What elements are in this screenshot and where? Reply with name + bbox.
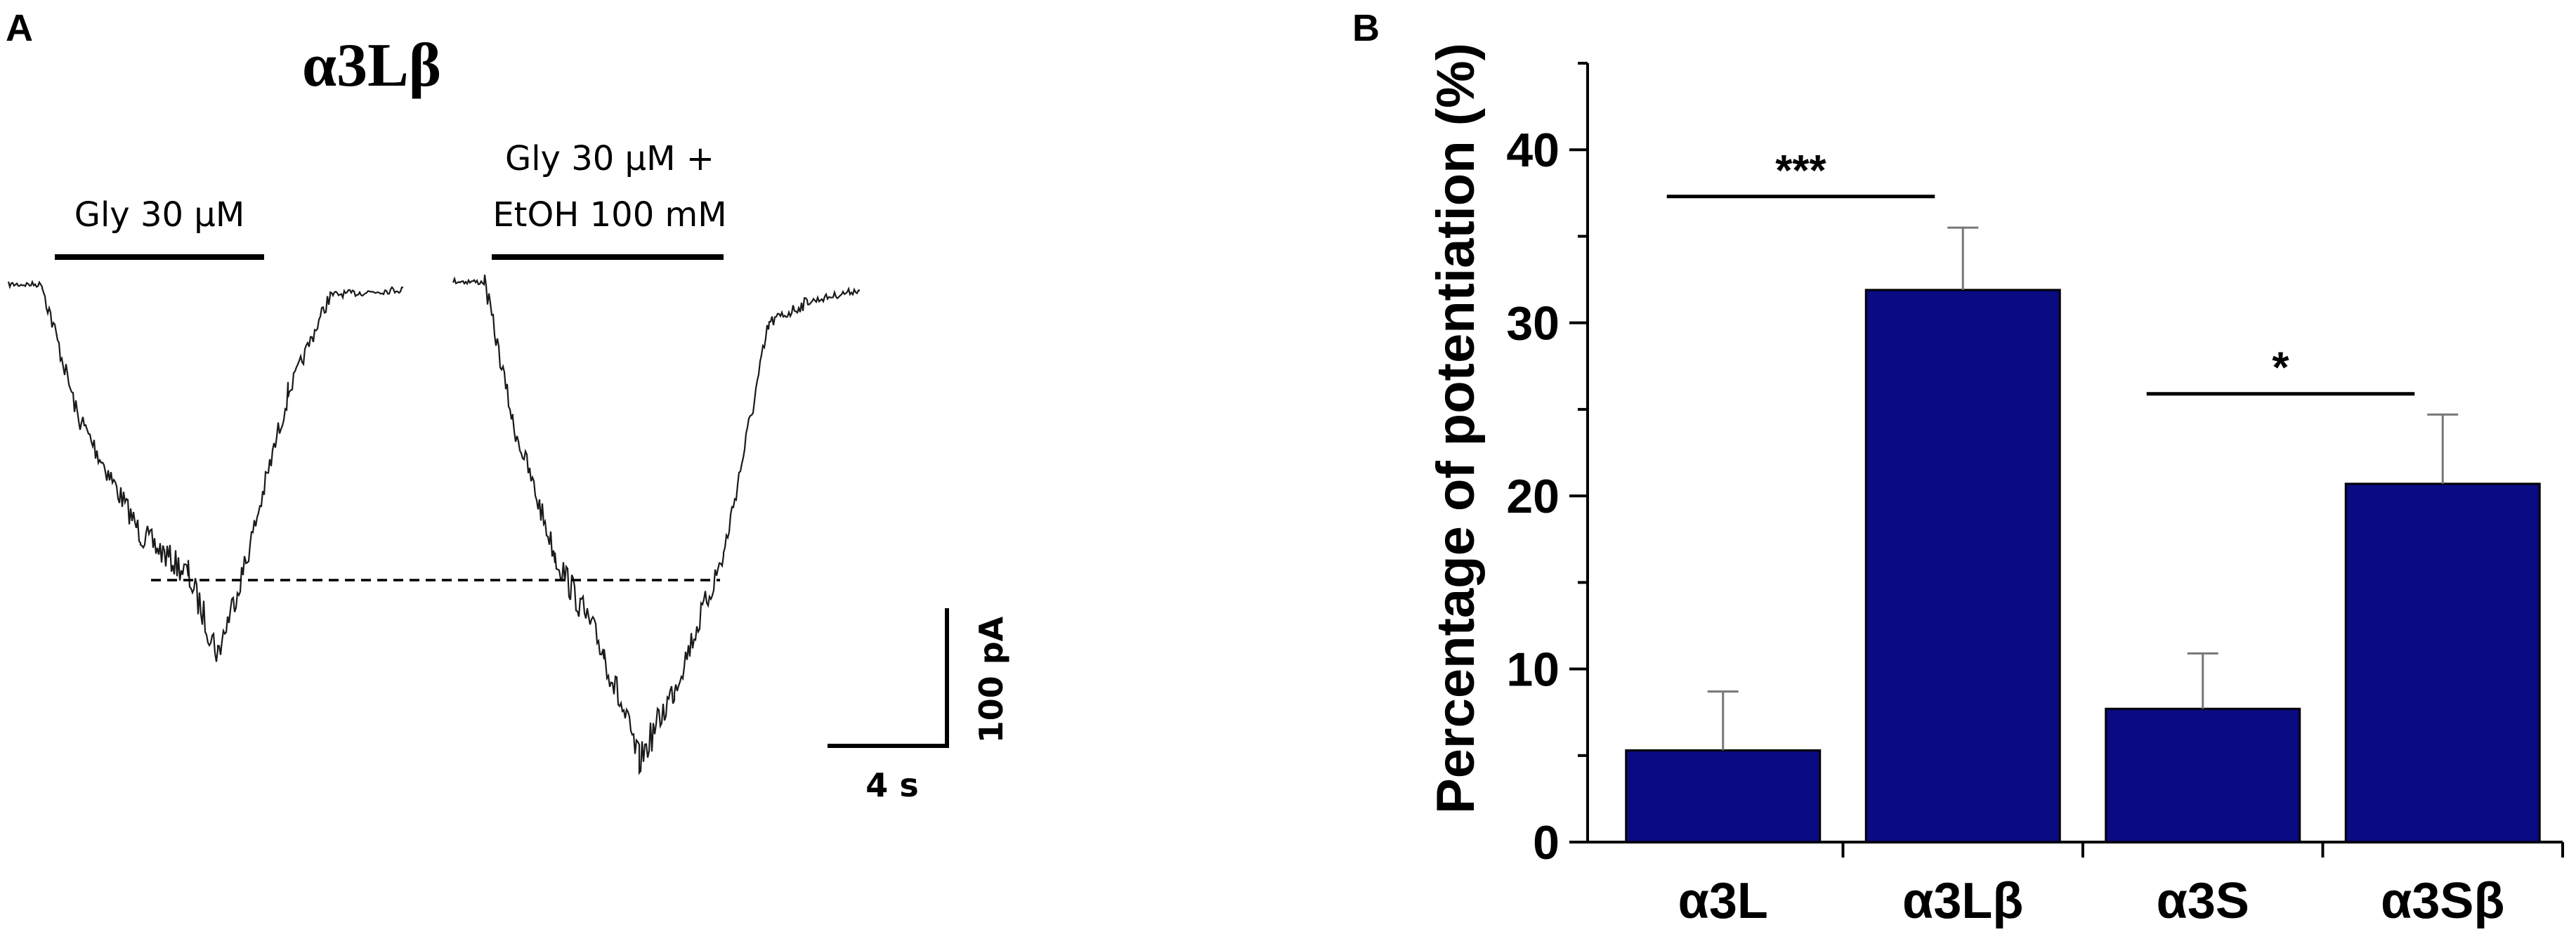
- scale-bar-time-label: 4 s: [865, 766, 918, 804]
- gly-etoh-label-line1: Gly 30 μM +: [505, 139, 714, 178]
- bar-α3S: [2105, 707, 2301, 843]
- significance-label: ***: [1775, 147, 1826, 195]
- y-axis-title: Percentage of potentiation (%): [1426, 43, 1486, 814]
- scale-bar: 100 pA 4 s: [828, 608, 1010, 804]
- bar-α3L: [1625, 749, 1822, 843]
- scale-bar-current-label: 100 pA: [972, 616, 1010, 743]
- gly-current-trace: [7, 280, 404, 662]
- panel-a-label: A: [6, 7, 33, 49]
- y-tick-label: 20: [1506, 470, 1560, 523]
- x-tick-label: α3S: [2157, 873, 2249, 929]
- y-tick-label: 0: [1533, 816, 1560, 869]
- gly-etoh-label-line2: EtOH 100 mM: [492, 195, 726, 235]
- gly-label: Gly 30 μM: [74, 195, 244, 235]
- panel-a-title: α3Lβ: [302, 32, 441, 100]
- gly-etoh-current-trace: [452, 275, 861, 775]
- bar-α3Sβ: [2344, 482, 2541, 843]
- panel-b-label: B: [1352, 7, 1380, 49]
- x-tick-label: α3L: [1678, 873, 1768, 929]
- panel-b: B Percentage of potentiation (%) 0 10 20 30…: [1352, 7, 2564, 929]
- significance-label: *: [2272, 344, 2289, 393]
- y-tick-label: 30: [1506, 297, 1560, 350]
- x-tick-label: α3Lβ: [1902, 873, 2023, 929]
- x-tick-label: α3Sβ: [2381, 873, 2504, 929]
- y-tick-label: 10: [1506, 643, 1560, 697]
- bar-α3Lβ: [1864, 289, 2061, 843]
- panel-a: A α3Lβ Gly 30 μM Gly 30 μM + EtOH 100 mM…: [6, 7, 1010, 804]
- y-tick-label: 40: [1506, 124, 1560, 177]
